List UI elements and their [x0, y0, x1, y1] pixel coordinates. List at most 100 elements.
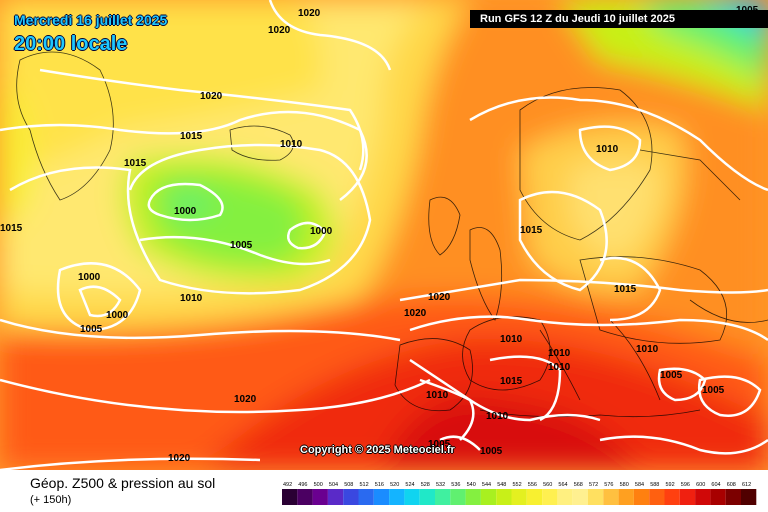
copyright-notice: Copyright © 2025 Meteociel.fr — [300, 444, 455, 456]
scale-swatch — [633, 489, 650, 505]
scale-label: 548 — [497, 482, 506, 488]
scale-swatch — [419, 489, 435, 505]
scale-swatch — [679, 489, 696, 505]
scale-label: 596 — [681, 482, 690, 488]
scale-label: 564 — [558, 482, 567, 488]
scale-label: 572 — [589, 482, 598, 488]
isobar-label: 1005 — [80, 324, 103, 335]
scale-swatch — [725, 489, 741, 505]
scale-label: 492 — [283, 482, 292, 488]
scale-swatch — [435, 489, 451, 505]
isobar-label: 1010 — [280, 139, 303, 150]
isobar-label: 1005 — [230, 240, 253, 251]
isobar-label: 1020 — [168, 453, 191, 464]
isobar-label: 1020 — [428, 292, 451, 303]
scale-swatch — [542, 489, 558, 505]
scale-label: 516 — [375, 482, 384, 488]
isobar-label: 1015 — [180, 131, 203, 142]
scale-swatch — [572, 489, 588, 505]
isobar-label: 1010 — [636, 344, 659, 355]
forecast-date: Mercredi 16 juillet 2025 — [14, 12, 168, 28]
scale-swatch — [526, 489, 543, 505]
scale-label: 584 — [635, 482, 644, 488]
scale-label: 504 — [329, 482, 338, 488]
isobar-label: 1000 — [106, 310, 129, 321]
scale-label: 568 — [574, 482, 583, 488]
forecast-time: 20:00 locale — [14, 33, 128, 55]
scale-swatch — [603, 489, 619, 505]
scale-label: 588 — [650, 482, 659, 488]
scale-label: 508 — [344, 482, 353, 488]
lead-time: (+ 150h) — [30, 494, 72, 506]
scale-swatch — [282, 489, 298, 505]
scale-label: 576 — [604, 482, 613, 488]
isobar-label: 1010 — [426, 390, 449, 401]
scale-swatch — [343, 489, 359, 505]
scale-label: 592 — [666, 482, 675, 488]
isobar-label: 1015 — [614, 284, 637, 295]
scale-label: 532 — [436, 482, 445, 488]
isobar-label: 1010 — [596, 144, 619, 155]
scale-swatch — [588, 489, 604, 505]
scale-swatch — [373, 489, 390, 505]
scale-label: 560 — [543, 482, 552, 488]
isobar-label: 1010 — [500, 334, 523, 345]
scale-swatch — [695, 489, 711, 505]
geopotential-field — [0, 0, 768, 470]
scale-label: 520 — [390, 482, 399, 488]
color-scale: 492 496 500 504 508 512 516 520 524 528 532 536 540 5… — [282, 482, 757, 505]
scale-swatch — [649, 489, 665, 505]
isobar-label: 1005 — [660, 370, 683, 381]
scale-label: 524 — [405, 482, 414, 488]
scale-swatch — [480, 489, 497, 505]
scale-label: 512 — [360, 482, 369, 488]
scale-label: 556 — [528, 482, 537, 488]
scale-swatch — [450, 489, 466, 505]
isobar-label: 1005 — [480, 446, 503, 457]
scale-swatch — [389, 489, 405, 505]
isobar-label: 1000 — [174, 206, 197, 217]
scale-swatch — [710, 489, 726, 505]
scale-swatch — [312, 489, 328, 505]
isobar-label: 1015 — [124, 158, 147, 169]
weather-map: 1020 1020 1020 1015 1015 1010 1000 1000 1005 1015… — [0, 0, 768, 470]
scale-swatch — [297, 489, 313, 505]
scale-label: 604 — [711, 482, 720, 488]
isobar-label: 1020 — [404, 308, 427, 319]
isobar-label: 1005 — [428, 439, 451, 450]
isobar-label: 1000 — [310, 226, 333, 237]
isobar-label: 1020 — [298, 8, 321, 19]
isobar-label: 1010 — [548, 348, 571, 359]
run-info: Run GFS 12 Z du Jeudi 10 juillet 2025 — [470, 10, 768, 28]
scale-swatch — [557, 489, 573, 505]
scale-swatch — [465, 489, 481, 505]
scale-label: 528 — [421, 482, 430, 488]
isobar-label: 1020 — [268, 25, 291, 36]
scale-label: 496 — [298, 482, 307, 488]
map-svg: 1020102010201015101510101000100010051015… — [0, 0, 768, 470]
product-title: Géop. Z500 & pression au sol — [30, 475, 216, 491]
scale-label: 536 — [451, 482, 460, 488]
isobars — [0, 0, 768, 470]
isobar-labels: 1020102010201015101510101000100010051015… — [0, 5, 759, 464]
scale-label: 580 — [620, 482, 629, 488]
scale-label: 552 — [513, 482, 522, 488]
scale-swatch — [358, 489, 374, 505]
scale-label: 540 — [467, 482, 476, 488]
isobar-label: 1005 — [702, 385, 725, 396]
scale-label: 544 — [482, 482, 491, 488]
isobar-label: 1010 — [486, 411, 509, 422]
isobar-label: 1015 — [520, 225, 543, 236]
scale-swatch — [496, 489, 512, 505]
isobar-label: 1010 — [180, 293, 203, 304]
scale-label: 600 — [696, 482, 705, 488]
isobar-label: 1015 — [0, 223, 23, 234]
isobar-label: 1010 — [548, 362, 571, 373]
isobar-label: 1015 — [500, 376, 523, 387]
scale-swatch — [741, 489, 757, 505]
scale-swatch — [404, 489, 420, 505]
isobar-label: 1020 — [200, 91, 223, 102]
scale-swatch — [618, 489, 634, 505]
land-outlines — [16, 51, 768, 418]
scale-label: 608 — [727, 482, 736, 488]
